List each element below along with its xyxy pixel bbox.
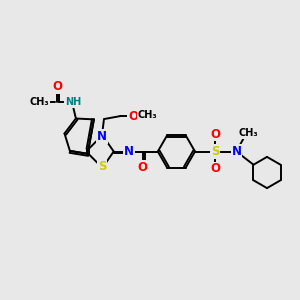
Text: O: O — [210, 162, 220, 176]
Text: O: O — [128, 110, 138, 123]
Text: N: N — [124, 145, 134, 158]
Text: O: O — [138, 160, 148, 174]
Text: S: S — [98, 160, 106, 173]
Text: NH: NH — [65, 97, 81, 107]
Text: O: O — [52, 80, 62, 93]
Text: CH₃: CH₃ — [238, 128, 258, 138]
Text: O: O — [210, 128, 220, 141]
Text: N: N — [97, 130, 107, 143]
Text: CH₃: CH₃ — [137, 110, 157, 120]
Text: CH₃: CH₃ — [29, 97, 49, 107]
Text: N: N — [231, 145, 242, 158]
Text: S: S — [211, 145, 220, 158]
